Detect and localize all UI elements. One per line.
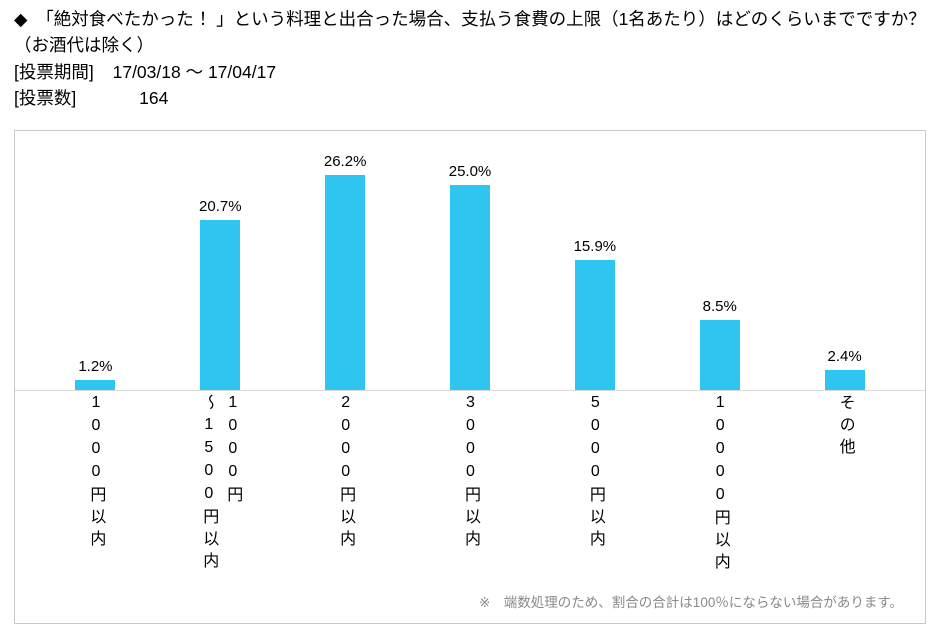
bar-column: 20.7%	[158, 131, 283, 390]
bar-chart: 1.2% 20.7% 26.2% 25.0% 15.9% 8.5% 2.4% 1000円以内…	[14, 130, 926, 624]
bar	[824, 370, 865, 390]
plot-area: 1.2% 20.7% 26.2% 25.0% 15.9% 8.5% 2.4%	[15, 131, 925, 391]
category-label: その他	[836, 394, 854, 460]
bar-value-label: 20.7%	[199, 198, 242, 215]
poll-period-value: 17/03/18 ～ 17/04/17	[112, 61, 277, 82]
category-label-cell: 1000円 ～1500円以内	[158, 394, 283, 595]
category-label-cell: その他	[782, 394, 907, 595]
bar	[200, 220, 241, 390]
bar-value-label: 1.2%	[78, 358, 113, 375]
bar	[450, 185, 490, 390]
bar-column: 15.9%	[532, 131, 657, 390]
category-label-cell: 10000円以内	[657, 394, 782, 595]
bar-value-label: 25.0%	[448, 163, 492, 180]
bar-value-label: 26.2%	[323, 153, 367, 170]
bar-value-label: 2.4%	[827, 348, 862, 365]
category-label-cell: 5000円以内	[532, 394, 657, 595]
poll-count-value: 164	[139, 87, 169, 108]
bar	[75, 380, 116, 390]
category-label: 3000円以内	[462, 394, 479, 552]
poll-period-label: [投票期間]	[14, 61, 94, 82]
category-label-cell: 3000円以内	[408, 394, 533, 595]
category-label: 5000円以内	[586, 394, 604, 552]
poll-count-line: [投票数] 164	[14, 85, 929, 111]
bar-column: 26.2%	[283, 131, 408, 390]
category-label: 10000円以内	[711, 394, 729, 575]
bar-value-label: 8.5%	[702, 298, 737, 315]
category-labels: 1000円以内 1000円 ～1500円以内 2000円以内 3000円以内 5000円…	[15, 394, 925, 595]
category-label-cell: 1000円以内	[33, 394, 158, 595]
bar-value-label: 15.9%	[573, 238, 617, 255]
chart-footnote: ※ 端数処理のため、割合の合計は100％にならない場合があります。	[479, 595, 903, 610]
poll-period-line: [投票期間] 17/03/18 ～ 17/04/17	[14, 59, 929, 85]
bar-column: 8.5%	[657, 131, 782, 390]
poll-header: ◆ 「絶対食べたかった ！」という料理と出合った場合、支払う食費の上限（1名あた…	[14, 6, 929, 111]
poll-question-title: ◆ 「絶対食べたかった ！」という料理と出合った場合、支払う食費の上限（1名あた…	[14, 9, 926, 56]
bar-column: 2.4%	[782, 131, 907, 390]
category-label-cell: 2000円以内	[283, 394, 408, 595]
category-label: 1000円以内	[87, 394, 105, 552]
bar	[699, 320, 740, 390]
bar	[325, 175, 366, 390]
poll-count-label: [投票数]	[14, 87, 77, 108]
bar	[574, 260, 615, 390]
bar-column: 25.0%	[408, 131, 533, 390]
category-label: 2000円以内	[337, 394, 355, 552]
category-label: 1000円 ～1500円以内	[200, 394, 242, 574]
bar-column: 1.2%	[33, 131, 158, 390]
